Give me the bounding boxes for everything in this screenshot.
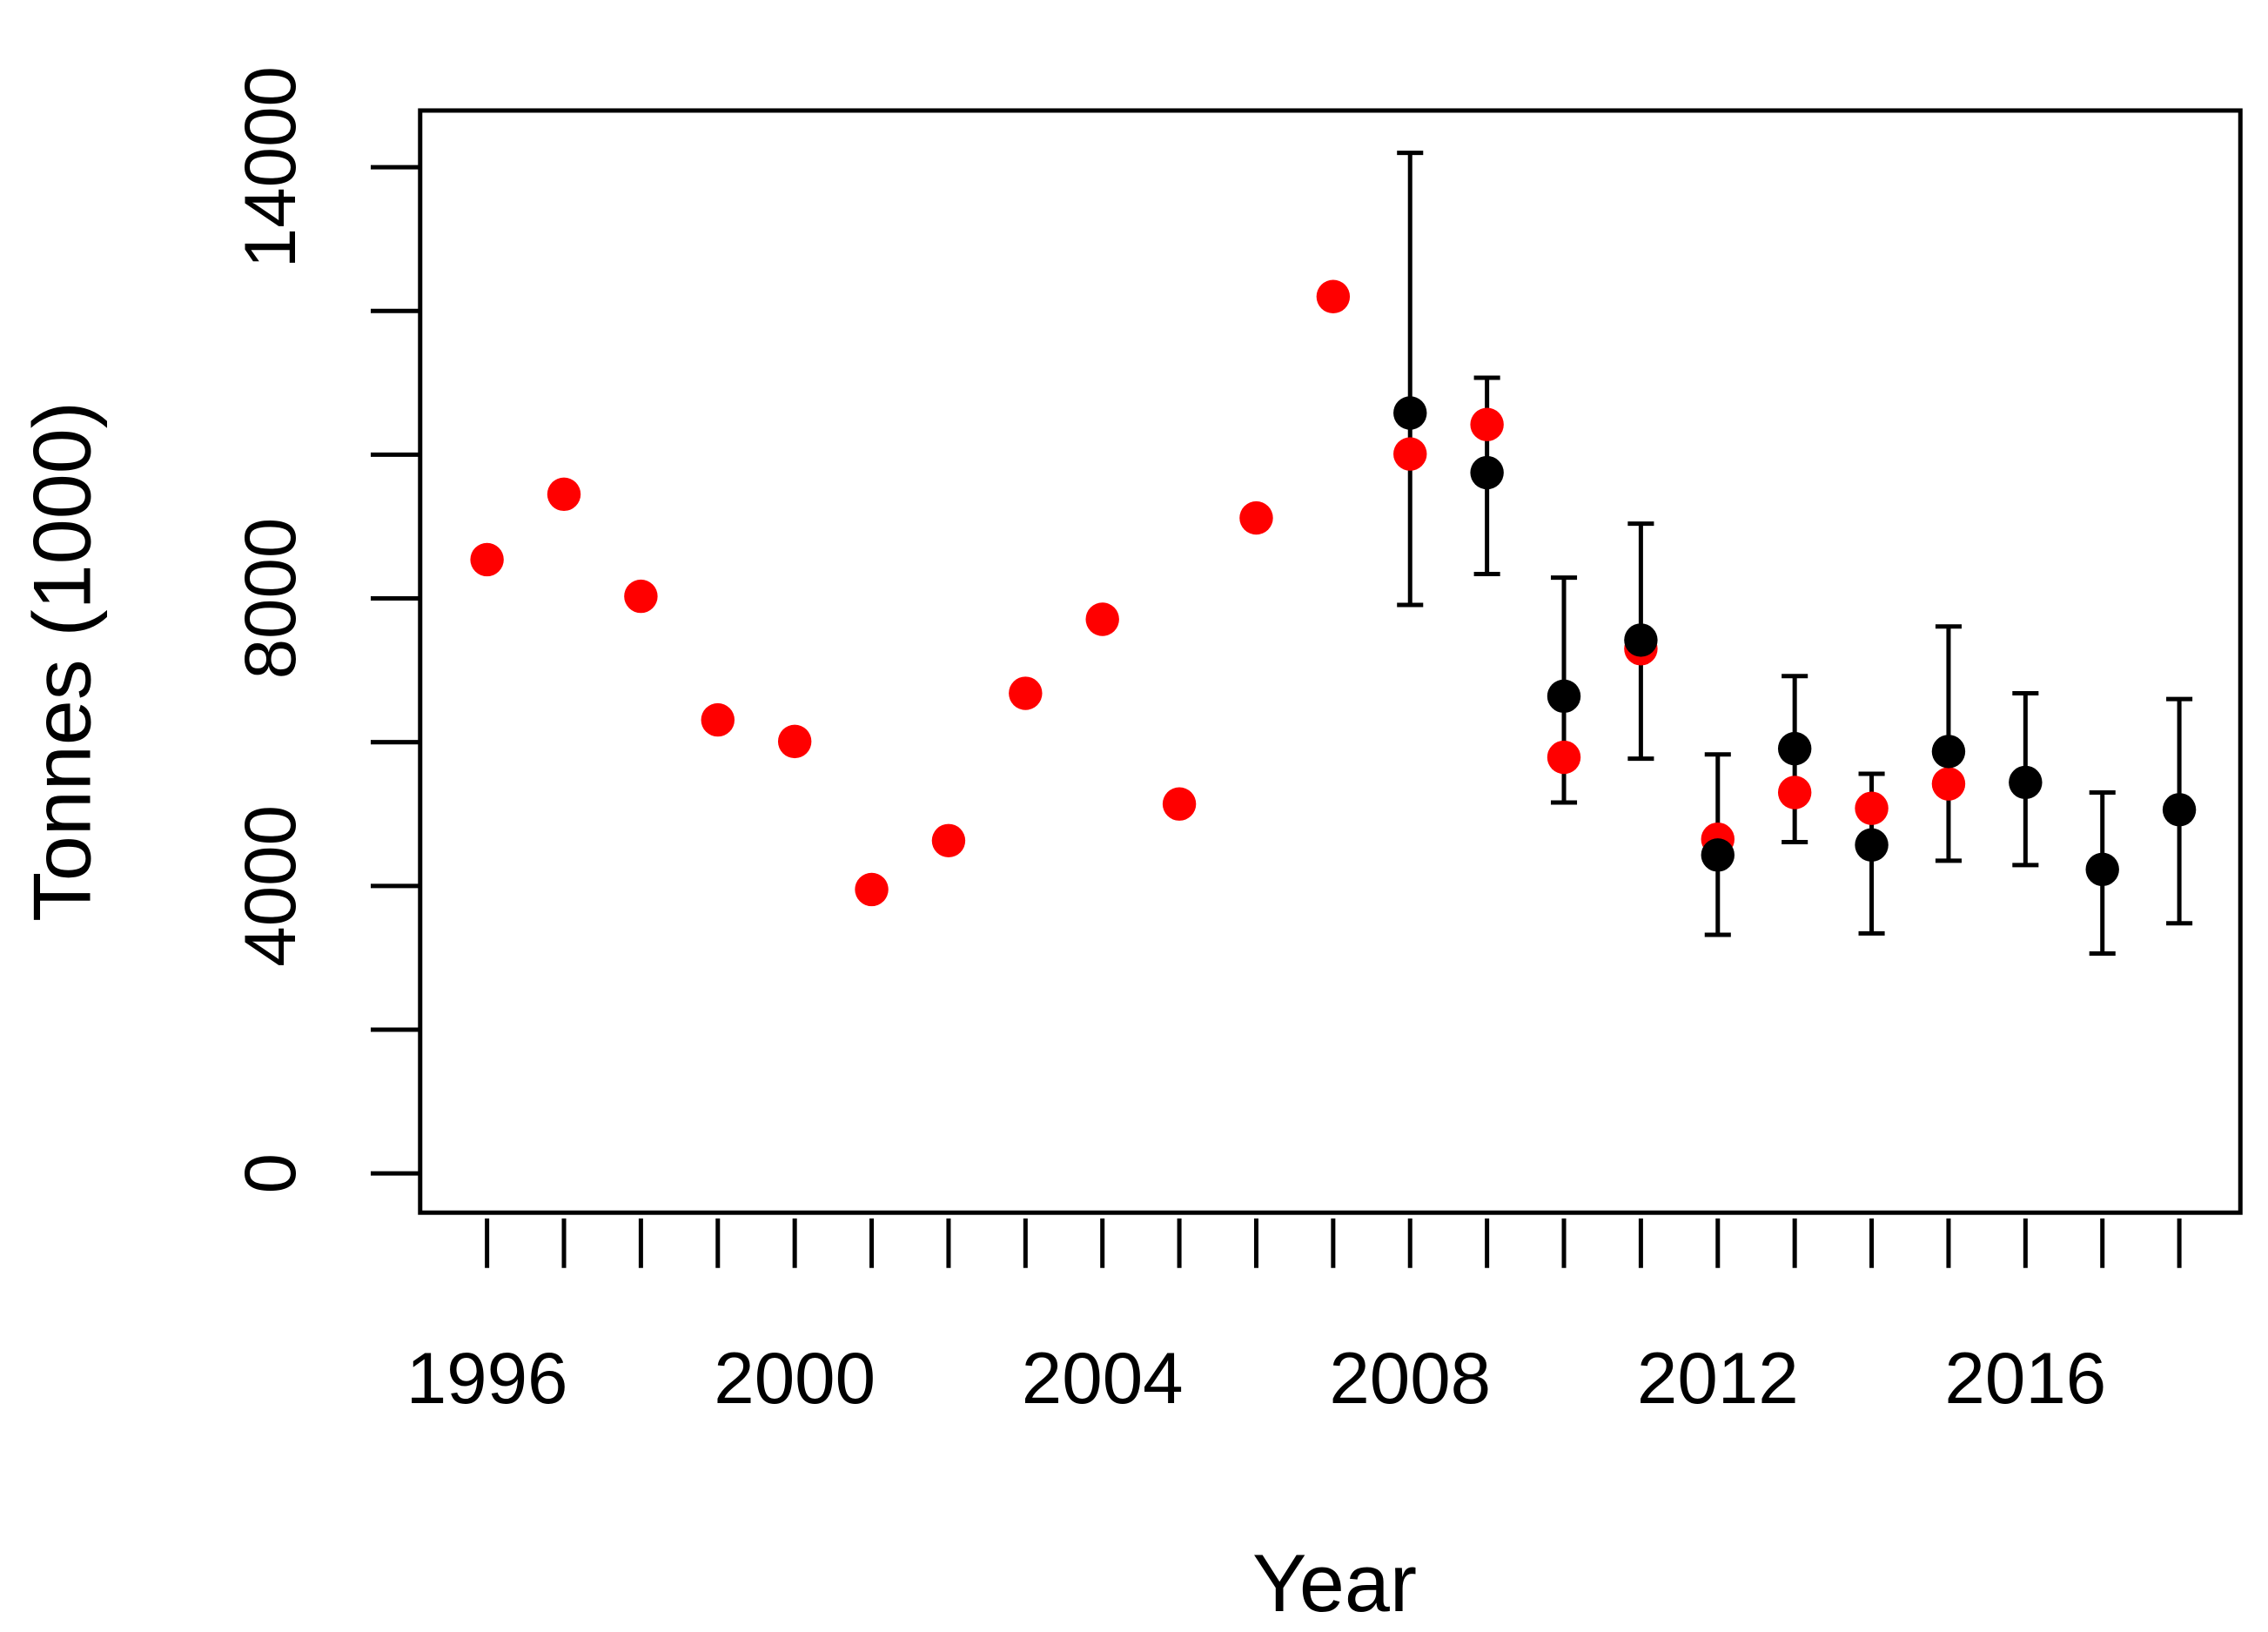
y-tick-label: 8000 bbox=[229, 518, 311, 680]
data-point bbox=[1547, 740, 1581, 775]
data-point bbox=[547, 477, 581, 512]
data-point bbox=[1701, 838, 1735, 872]
data-point bbox=[931, 823, 966, 858]
y-axis: 0 4000 8000 14000 bbox=[229, 66, 420, 1193]
y-tick-label: 4000 bbox=[229, 805, 311, 967]
x-tick-label: 2000 bbox=[714, 1337, 876, 1419]
data-point bbox=[701, 702, 735, 737]
data-point bbox=[2085, 852, 2119, 887]
x-axis-label: Year bbox=[1252, 1537, 1417, 1629]
data-point bbox=[1931, 735, 1966, 769]
data-point bbox=[1470, 455, 1504, 490]
data-marks bbox=[470, 151, 2197, 956]
x-tick-label: 2016 bbox=[1944, 1337, 2106, 1419]
x-axis: 1996 2000 2004 2008 2012 2016 bbox=[406, 1218, 2182, 1419]
data-point bbox=[855, 872, 889, 907]
y-tick-label: 0 bbox=[229, 1153, 311, 1193]
data-point bbox=[1393, 396, 1427, 430]
x-tick-label: 2004 bbox=[1022, 1337, 1184, 1419]
y-axis-label: Tonnes (1000) bbox=[17, 401, 108, 922]
data-point bbox=[1009, 676, 1043, 710]
data-point bbox=[1316, 279, 1351, 313]
data-point bbox=[1470, 407, 1504, 441]
data-point bbox=[1855, 791, 1889, 825]
y-tick-label: 14000 bbox=[229, 66, 311, 268]
data-point bbox=[1085, 602, 1119, 636]
data-point bbox=[1393, 437, 1427, 471]
data-point bbox=[1931, 767, 1966, 801]
data-point bbox=[1855, 828, 1889, 862]
data-point bbox=[1239, 500, 1273, 535]
data-point bbox=[1777, 731, 1812, 766]
data-point bbox=[777, 724, 812, 759]
data-point bbox=[1162, 787, 1197, 821]
data-point bbox=[1547, 679, 1581, 714]
data-point bbox=[2009, 765, 2043, 800]
x-tick-label: 2012 bbox=[1637, 1337, 1799, 1419]
data-point bbox=[2162, 793, 2197, 827]
data-point bbox=[470, 542, 504, 577]
x-tick-label: 1996 bbox=[406, 1337, 568, 1419]
data-point bbox=[624, 579, 658, 614]
data-point bbox=[1624, 623, 1658, 657]
x-tick-label: 2008 bbox=[1329, 1337, 1491, 1419]
data-point bbox=[1777, 776, 1812, 809]
plot-box bbox=[418, 108, 2243, 1215]
